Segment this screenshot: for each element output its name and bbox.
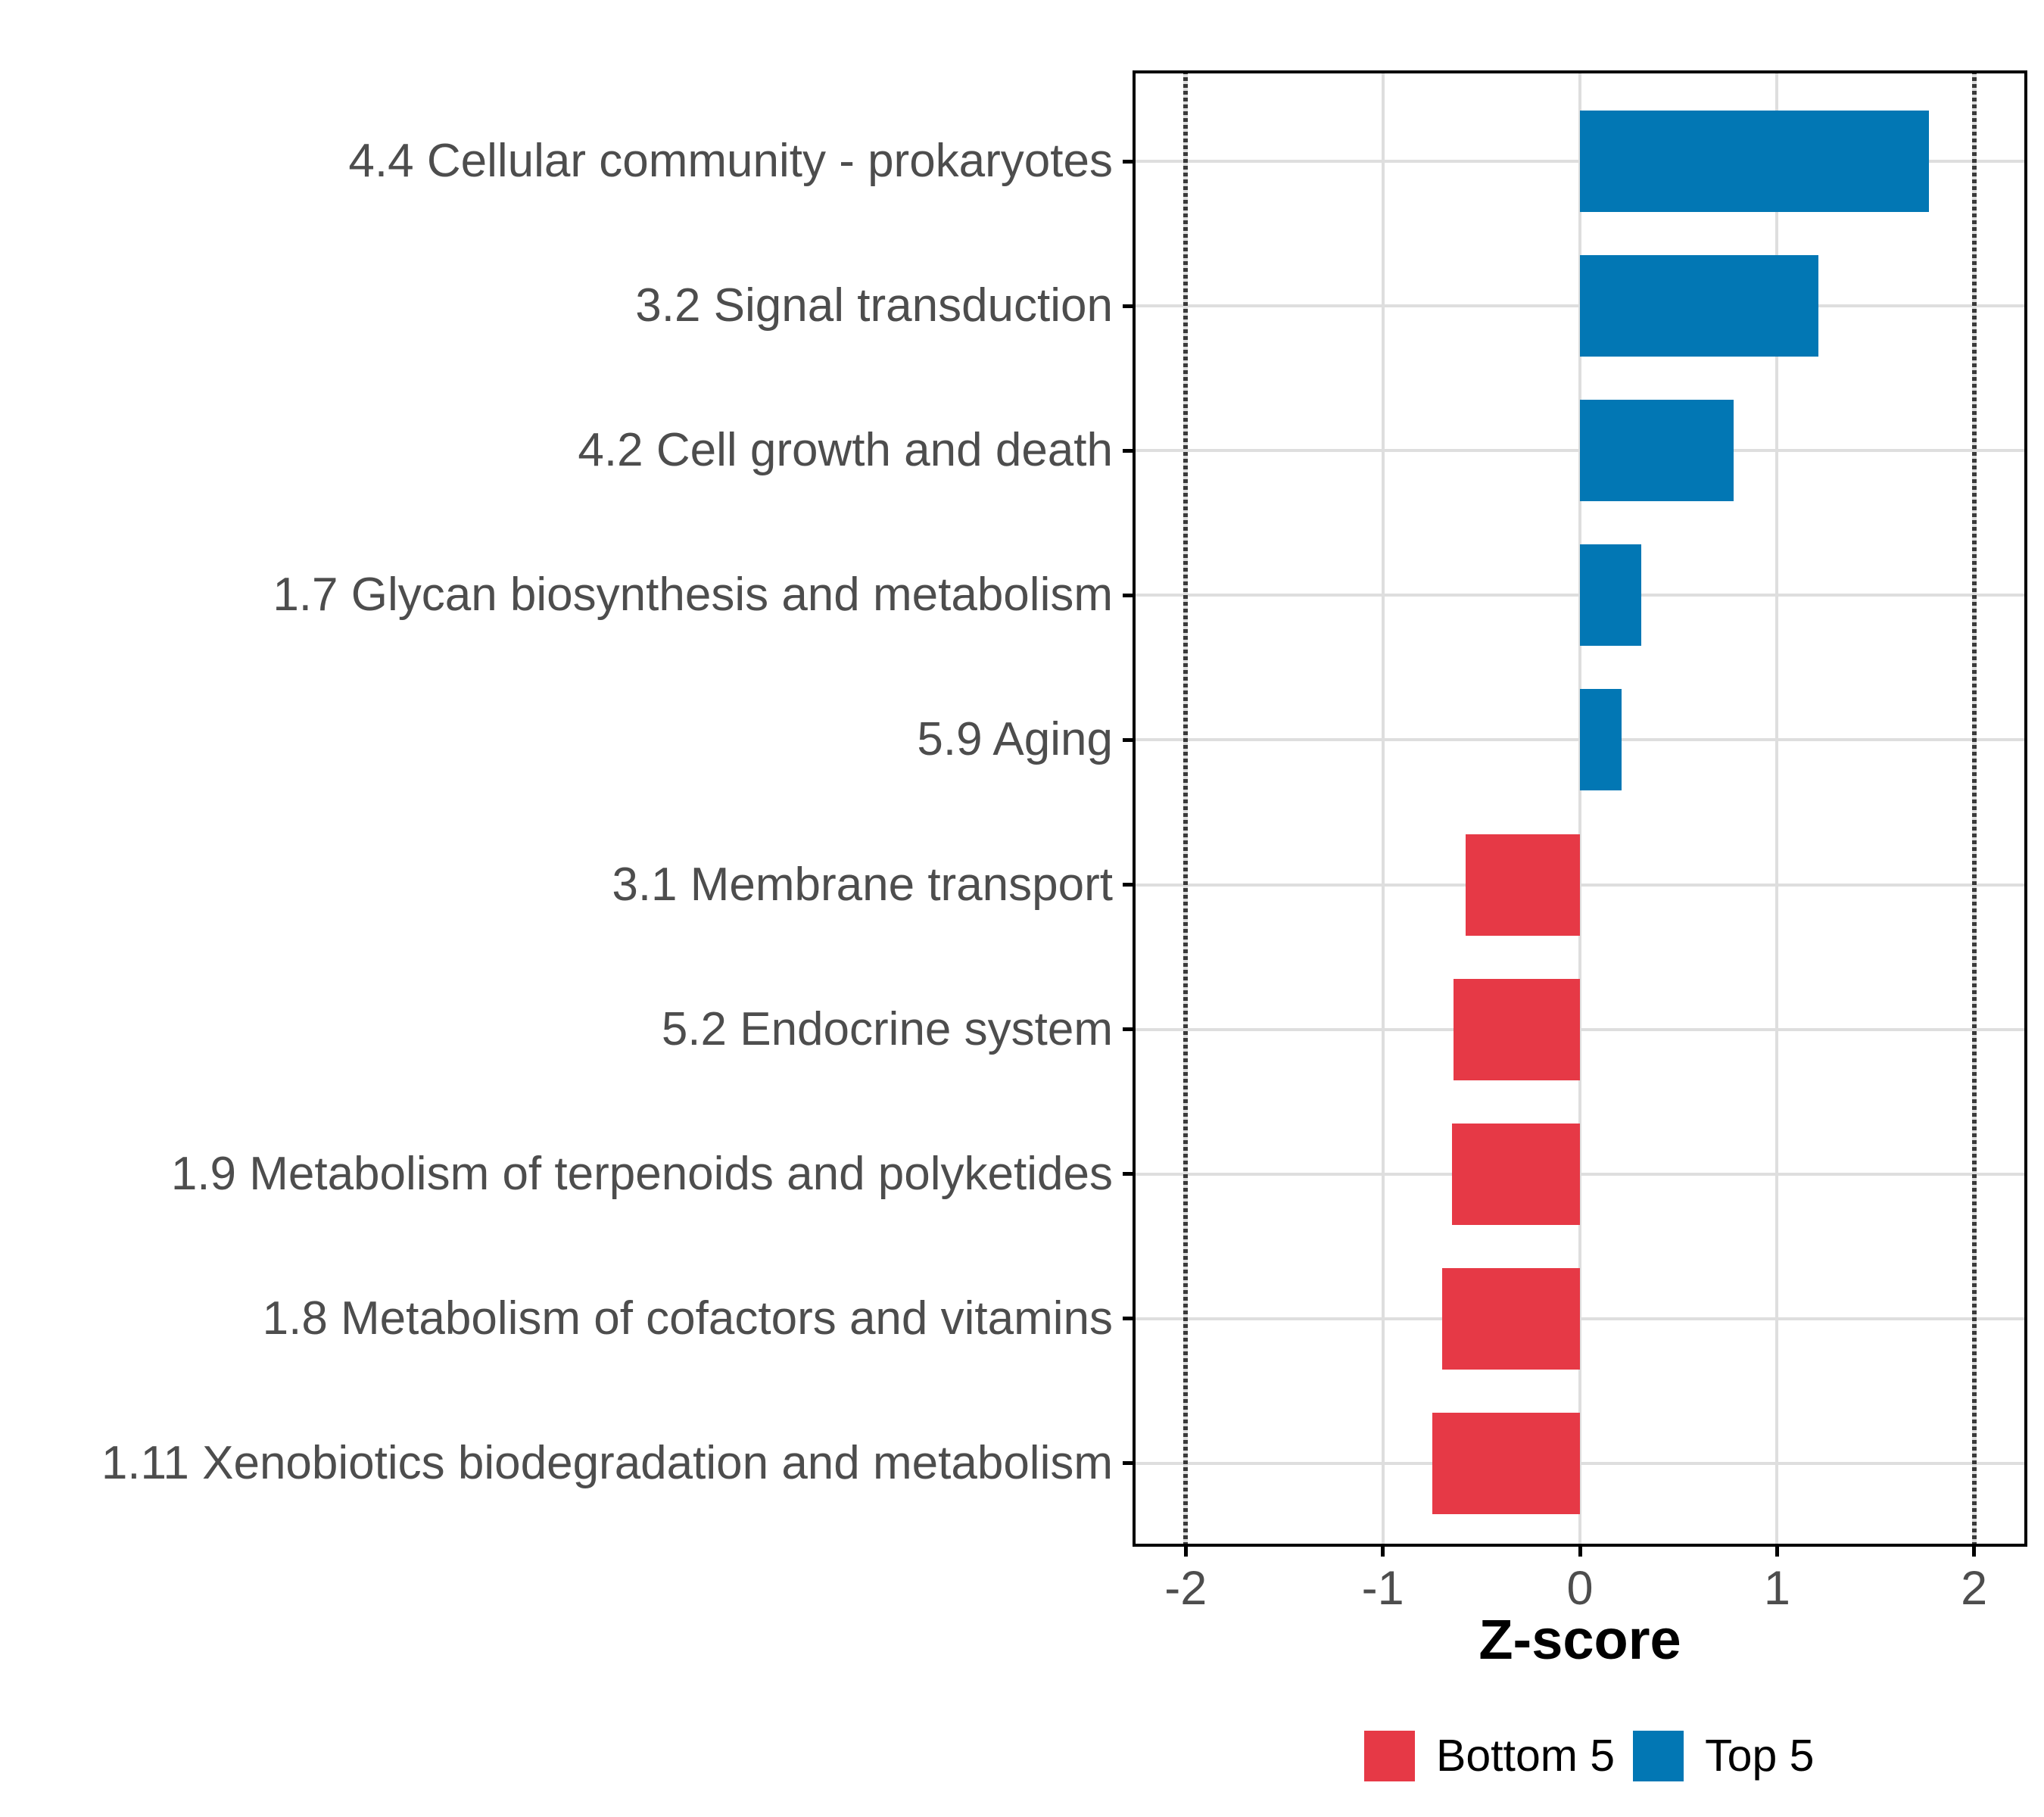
bar-5-9-aging	[1580, 689, 1622, 791]
legend-label-bottom5: Bottom 5	[1436, 1731, 1616, 1781]
y-axis-tick	[1123, 737, 1133, 742]
x-axis-tick-label-0: 0	[1566, 1562, 1594, 1615]
bar-3-2-signal-transduction	[1580, 255, 1819, 357]
y-axis-tick	[1123, 159, 1133, 164]
y-axis-label-1-11-xenobiotics-biodegradation-and-metabolism: 1.11 Xenobiotics biodegradation and meta…	[101, 1436, 1113, 1489]
x-axis-tick-label-1: 1	[1763, 1562, 1790, 1615]
y-axis-label-1-7-glycan-biosynthesis-and-metabolism: 1.7 Glycan biosynthesis and metabolism	[273, 569, 1113, 622]
y-axis-label-1-8-metabolism-of-cofactors-and-vitamins: 1.8 Metabolism of cofactors and vitamins	[262, 1292, 1113, 1345]
bar-1-8-metabolism-of-cofactors-and-vitamins	[1441, 1267, 1580, 1370]
bar-4-4-cellular-community-prokaryotes	[1580, 111, 1929, 212]
legend: Bottom 5 Top 5	[1364, 1731, 1814, 1781]
x-axis-tick-label-neg1: -1	[1361, 1562, 1404, 1615]
legend-swatch-top5	[1633, 1731, 1684, 1781]
reference-line-dashed	[1183, 70, 1189, 1547]
y-axis-tick	[1123, 1172, 1133, 1177]
x-axis-tick-label-neg2: -2	[1164, 1562, 1207, 1615]
x-axis-title: Z-score	[1478, 1608, 1681, 1671]
bar-1-7-glycan-biosynthesis-and-metabolism	[1580, 544, 1641, 647]
x-axis-tick	[1578, 1547, 1582, 1557]
y-axis-tick	[1123, 883, 1133, 887]
y-axis-label-3-1-membrane-transport: 3.1 Membrane transport	[612, 858, 1113, 911]
bar-1-9-metabolism-of-terpenoids-and-polyketides	[1451, 1123, 1580, 1225]
bar-1-11-xenobiotics-biodegradation-and-metabolism	[1432, 1412, 1580, 1514]
x-axis-tick	[1381, 1547, 1385, 1557]
gridline-vertical	[1578, 70, 1581, 1547]
y-axis-label-4-2-cell-growth-and-death: 4.2 Cell growth and death	[578, 424, 1113, 477]
y-axis-tick	[1123, 1317, 1133, 1321]
y-axis-label-3-2-signal-transduction: 3.2 Signal transduction	[635, 279, 1113, 332]
gridline-vertical	[1381, 70, 1385, 1547]
y-axis-tick	[1123, 1027, 1133, 1032]
x-axis-tick	[1774, 1547, 1779, 1557]
x-axis-tick-label-2: 2	[1961, 1562, 1988, 1615]
y-axis-tick	[1123, 593, 1133, 597]
y-axis-tick	[1123, 304, 1133, 308]
y-axis-label-5-9-aging: 5.9 Aging	[917, 713, 1113, 766]
bar-4-2-cell-growth-and-death	[1580, 400, 1734, 502]
y-axis-tick	[1123, 1461, 1133, 1466]
bar-5-2-endocrine-system	[1454, 978, 1580, 1080]
y-axis-label-1-9-metabolism-of-terpenoids-and-polyketides: 1.9 Metabolism of terpenoids and polyket…	[170, 1147, 1113, 1200]
reference-line-dashed	[1971, 70, 1977, 1547]
x-axis-tick	[1972, 1547, 1977, 1557]
y-axis-label-5-2-endocrine-system: 5.2 Endocrine system	[661, 1002, 1113, 1055]
y-axis-label-4-4-cellular-community-prokaryotes: 4.4 Cellular community - prokaryotes	[348, 135, 1113, 187]
x-axis-tick	[1183, 1547, 1188, 1557]
bar-3-1-membrane-transport	[1465, 834, 1580, 936]
legend-label-top5: Top 5	[1705, 1731, 1815, 1781]
plot-panel	[1133, 70, 2027, 1547]
y-axis-tick	[1123, 448, 1133, 453]
gridline-vertical	[1775, 70, 1779, 1547]
legend-swatch-bottom5	[1364, 1731, 1415, 1781]
